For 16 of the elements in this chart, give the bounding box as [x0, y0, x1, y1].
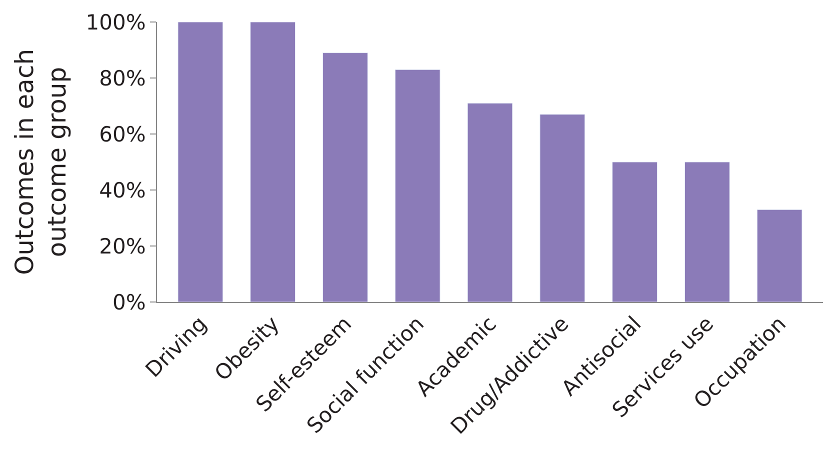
bar: [178, 22, 224, 302]
y-tick-label: 80%: [99, 66, 146, 90]
bar: [684, 162, 730, 302]
y-tick-label: 100%: [86, 10, 146, 34]
y-tick-label: 60%: [99, 122, 146, 146]
y-tick-label: 0%: [112, 290, 146, 314]
bar: [250, 22, 296, 302]
bar: [756, 209, 802, 302]
bar: [540, 114, 586, 302]
bar: [322, 52, 368, 302]
bar: [467, 102, 513, 302]
y-tick-label: 20%: [99, 234, 146, 258]
bar: [612, 162, 658, 302]
y-tick-label: 40%: [99, 178, 146, 202]
bar: [394, 69, 440, 302]
y-axis-title: Outcomes in each outcome group: [10, 48, 72, 276]
